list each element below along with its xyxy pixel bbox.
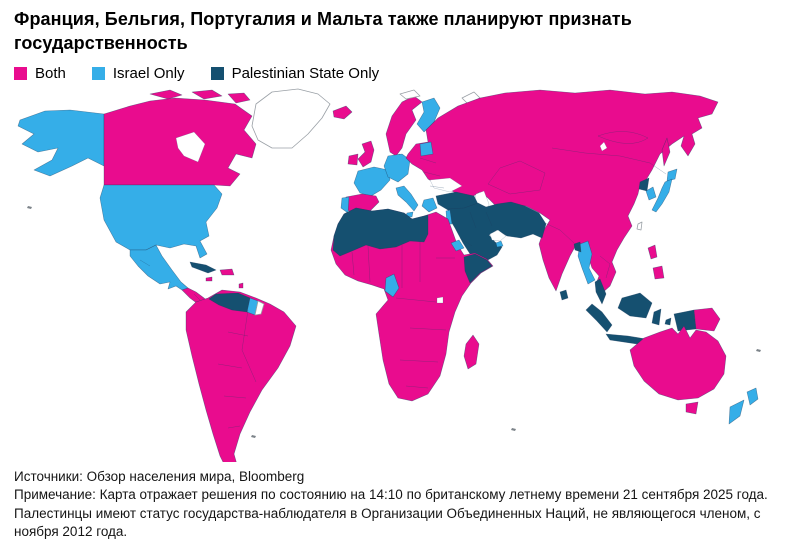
- region-jamaica: [205, 276, 213, 281]
- legend-swatch-israel-only: [91, 66, 105, 80]
- country-borders: [139, 130, 667, 428]
- region-gulf-state: [495, 240, 504, 247]
- chart-title: Франция, Бельгия, Португалия и Мальта та…: [14, 9, 632, 53]
- region-portugal: [340, 196, 350, 213]
- region-south-america: [185, 289, 297, 462]
- region-malaysia-peninsula: [594, 278, 607, 304]
- region-baltics: [419, 141, 434, 156]
- legend-swatch-both: [14, 66, 27, 80]
- region-north-africa-sahara: [332, 207, 429, 256]
- region-italy: [395, 185, 419, 211]
- world-map: [0, 84, 793, 462]
- region-south-korea: [645, 186, 657, 200]
- legend-item-both: Both: [14, 65, 66, 82]
- region-new-zealand-north: [746, 387, 759, 405]
- region-french-guiana: [254, 300, 265, 315]
- legend-swatch-palestinian-state-only: [210, 66, 224, 80]
- legend-label-israel-only: Israel Only: [112, 64, 185, 82]
- region-somalia: [463, 253, 493, 283]
- region-japan-honshu: [651, 178, 673, 212]
- region-tasmania: [685, 401, 699, 414]
- region-svalbard: [399, 89, 421, 99]
- island-speck-2: [511, 427, 516, 431]
- region-hispaniola: [219, 268, 235, 275]
- footer: Источники: Обзор населения мира, Bloombe…: [14, 468, 779, 543]
- legend: Both Israel Only Palestinian State Only: [14, 65, 779, 82]
- region-canada-arctic-island-2: [191, 89, 223, 99]
- legend-label-both: Both: [35, 64, 66, 82]
- region-norway-sweden: [385, 95, 423, 156]
- region-usa: [99, 184, 223, 258]
- region-cameroon: [384, 273, 400, 297]
- persian-gulf: [489, 229, 507, 241]
- hudson-bay: [175, 131, 206, 162]
- region-iceland: [332, 105, 353, 119]
- island-speck-3: [756, 348, 761, 352]
- note-line: Примечание: Карта отражает решения по со…: [14, 487, 768, 540]
- region-philippines-mindanao: [652, 265, 665, 279]
- legend-item-israel-only: Israel Only: [91, 64, 185, 82]
- region-sulawesi: [651, 308, 662, 325]
- region-borneo: [617, 292, 653, 318]
- region-sri-lanka: [559, 289, 569, 300]
- region-africa: [330, 207, 494, 401]
- region-japan-hokkaido: [666, 168, 678, 181]
- region-bangladesh: [573, 241, 582, 252]
- region-new-zealand-south: [728, 399, 745, 424]
- region-united-kingdom: [357, 140, 375, 167]
- lake-victoria: [436, 296, 444, 303]
- region-cuba: [189, 261, 217, 273]
- region-alaska: [17, 109, 105, 176]
- legend-item-palestinian-state-only: Palestinian State Only: [210, 64, 380, 82]
- region-greece: [421, 197, 438, 212]
- region-canada-arctic-island-1: [149, 89, 183, 99]
- region-eritrea: [450, 239, 465, 251]
- region-taiwan: [636, 221, 643, 230]
- region-lesser-antilles: [238, 282, 244, 288]
- lake-baikal: [599, 141, 608, 151]
- world-map-svg: [17, 88, 761, 462]
- region-moluccas: [664, 317, 672, 325]
- region-sumatra: [585, 303, 613, 332]
- black-sea: [429, 177, 463, 192]
- region-central-europe: [383, 153, 411, 182]
- legend-label-palestinian-state-only: Palestinian State Only: [231, 64, 380, 82]
- region-venezuela: [208, 292, 251, 312]
- region-papua-new-guinea: [693, 307, 721, 331]
- island-speck-4: [27, 205, 32, 209]
- region-mexico: [129, 244, 189, 290]
- island-speck-1: [251, 434, 256, 438]
- region-sakhalin: [661, 137, 671, 166]
- region-myanmar: [577, 240, 596, 284]
- region-greenland: [251, 88, 331, 148]
- region-australia: [629, 325, 727, 400]
- region-france: [353, 166, 391, 196]
- region-ireland: [347, 153, 359, 165]
- page: Франция, Бельгия, Португалия и Мальта та…: [0, 9, 793, 543]
- region-canada-arctic-island-3: [227, 92, 251, 103]
- region-madagascar: [463, 334, 480, 369]
- source-line: Источники: Обзор населения мира, Bloombe…: [14, 468, 305, 484]
- region-philippines-luzon: [647, 244, 658, 259]
